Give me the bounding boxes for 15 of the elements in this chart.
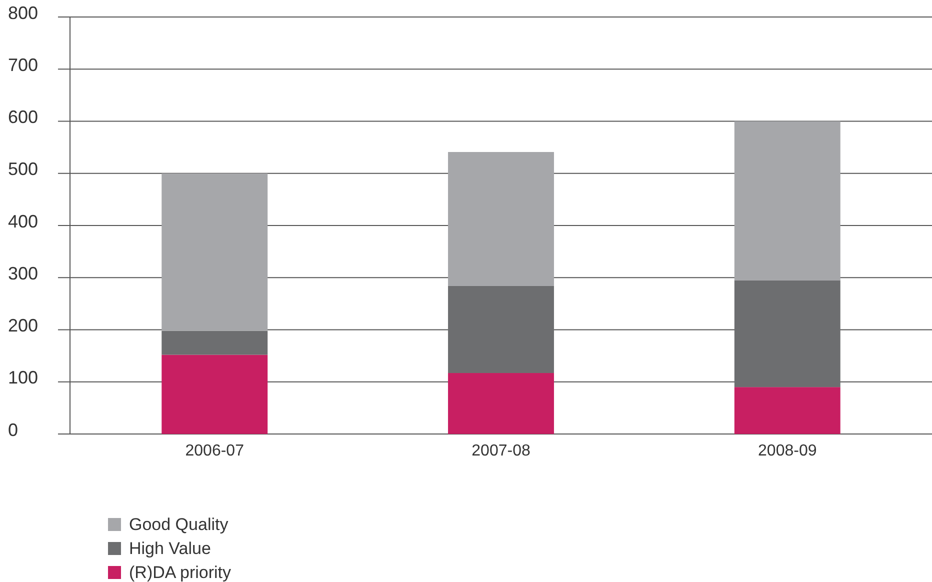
y-tick-label: 0 bbox=[8, 420, 18, 440]
y-tick-label: 600 bbox=[8, 107, 38, 128]
y-tick-label: 400 bbox=[8, 211, 38, 232]
legend-label: Good Quality bbox=[129, 515, 229, 534]
y-tick-label: 300 bbox=[8, 263, 38, 284]
x-tick-label: 2007-08 bbox=[472, 442, 530, 460]
y-tick-label: 700 bbox=[8, 54, 38, 75]
y-tick-label: 500 bbox=[8, 159, 38, 180]
legend-label: High Value bbox=[129, 539, 211, 558]
y-tick-label: 100 bbox=[8, 368, 38, 388]
x-tick-label: 2008-09 bbox=[758, 442, 817, 460]
x-tick-label: 2006-07 bbox=[185, 442, 244, 460]
y-tick-label: 200 bbox=[8, 316, 38, 336]
legend-label: (R)DA priority bbox=[129, 563, 232, 582]
y-tick-label: 800 bbox=[8, 2, 38, 23]
